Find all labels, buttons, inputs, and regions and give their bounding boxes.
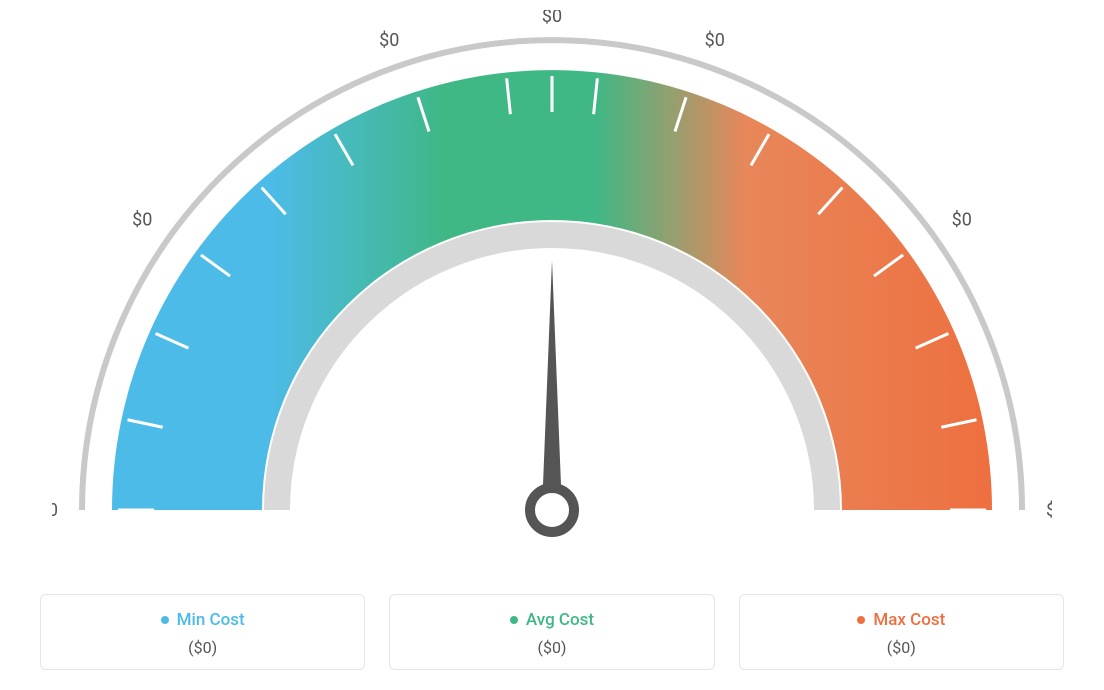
gauge-tick-label: $0 — [705, 30, 725, 51]
legend-dot-min — [161, 616, 169, 624]
legend-value-min: ($0) — [51, 638, 354, 657]
legend-row: Min Cost ($0) Avg Cost ($0) Max Cost ($0… — [0, 594, 1104, 670]
legend-card-max: Max Cost ($0) — [739, 594, 1064, 670]
gauge-needle — [542, 260, 562, 510]
legend-dot-avg — [510, 616, 518, 624]
legend-dot-max — [857, 616, 865, 624]
cost-gauge: $0 $0 $0 $0 $0 $0 $0 — [0, 0, 1104, 560]
legend-label-max: Max Cost — [873, 610, 945, 630]
gauge-tick-label: $0 — [132, 210, 152, 231]
gauge-tick-label: $0 — [952, 210, 972, 231]
gauge-svg: $0 $0 $0 $0 $0 $0 $0 — [52, 10, 1052, 570]
gauge-tick-label: $0 — [379, 30, 399, 51]
legend-card-min: Min Cost ($0) — [40, 594, 365, 670]
gauge-tick-label: $0 — [52, 500, 58, 521]
legend-value-avg: ($0) — [400, 638, 703, 657]
legend-card-avg: Avg Cost ($0) — [389, 594, 714, 670]
legend-value-max: ($0) — [750, 638, 1053, 657]
gauge-tick-label: $0 — [542, 10, 562, 27]
gauge-hub — [530, 488, 574, 532]
gauge-tick-label: $0 — [1046, 500, 1052, 521]
legend-label-avg: Avg Cost — [526, 610, 594, 630]
legend-label-min: Min Cost — [177, 610, 245, 630]
